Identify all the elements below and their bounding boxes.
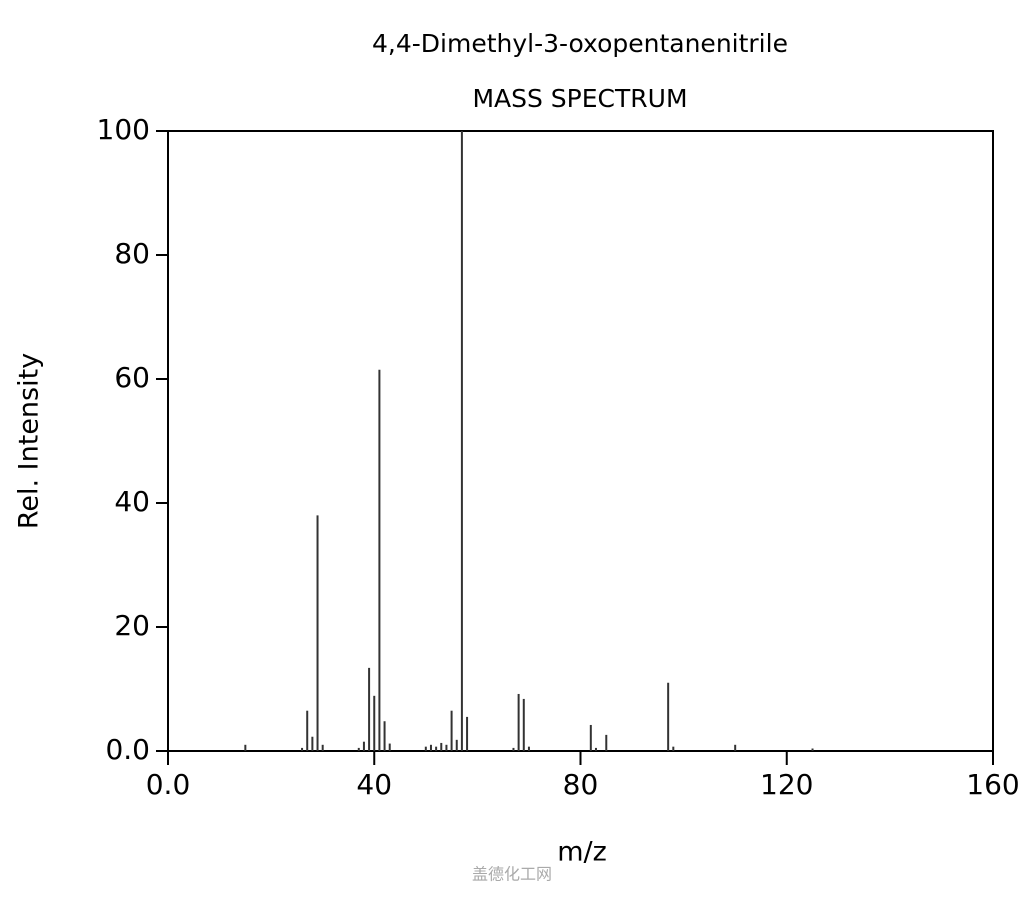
x-tick-label: 80 [563, 768, 599, 801]
y-tick-label: 80 [114, 237, 150, 270]
x-tick-label: 40 [356, 768, 392, 801]
y-axis-label: Rel. Intensity [14, 353, 45, 529]
y-tick-label: 20 [114, 609, 150, 642]
watermark: 盖德化工网 [472, 865, 552, 884]
y-tick-label: 60 [114, 361, 150, 394]
y-tick-label: 40 [114, 485, 150, 518]
y-tick-label: 100 [97, 113, 150, 146]
plot-frame [167, 130, 994, 752]
x-tick-label: 0.0 [146, 768, 191, 801]
x-tick-label: 120 [760, 768, 813, 801]
chart-subtitle: MASS SPECTRUM [472, 84, 687, 113]
x-tick-label: 160 [966, 768, 1019, 801]
chart-title: 4,4-Dimethyl-3-oxopentanenitrile [372, 29, 788, 58]
x-axis-label: m/z [557, 837, 607, 868]
y-tick-label: 0.0 [105, 733, 150, 766]
